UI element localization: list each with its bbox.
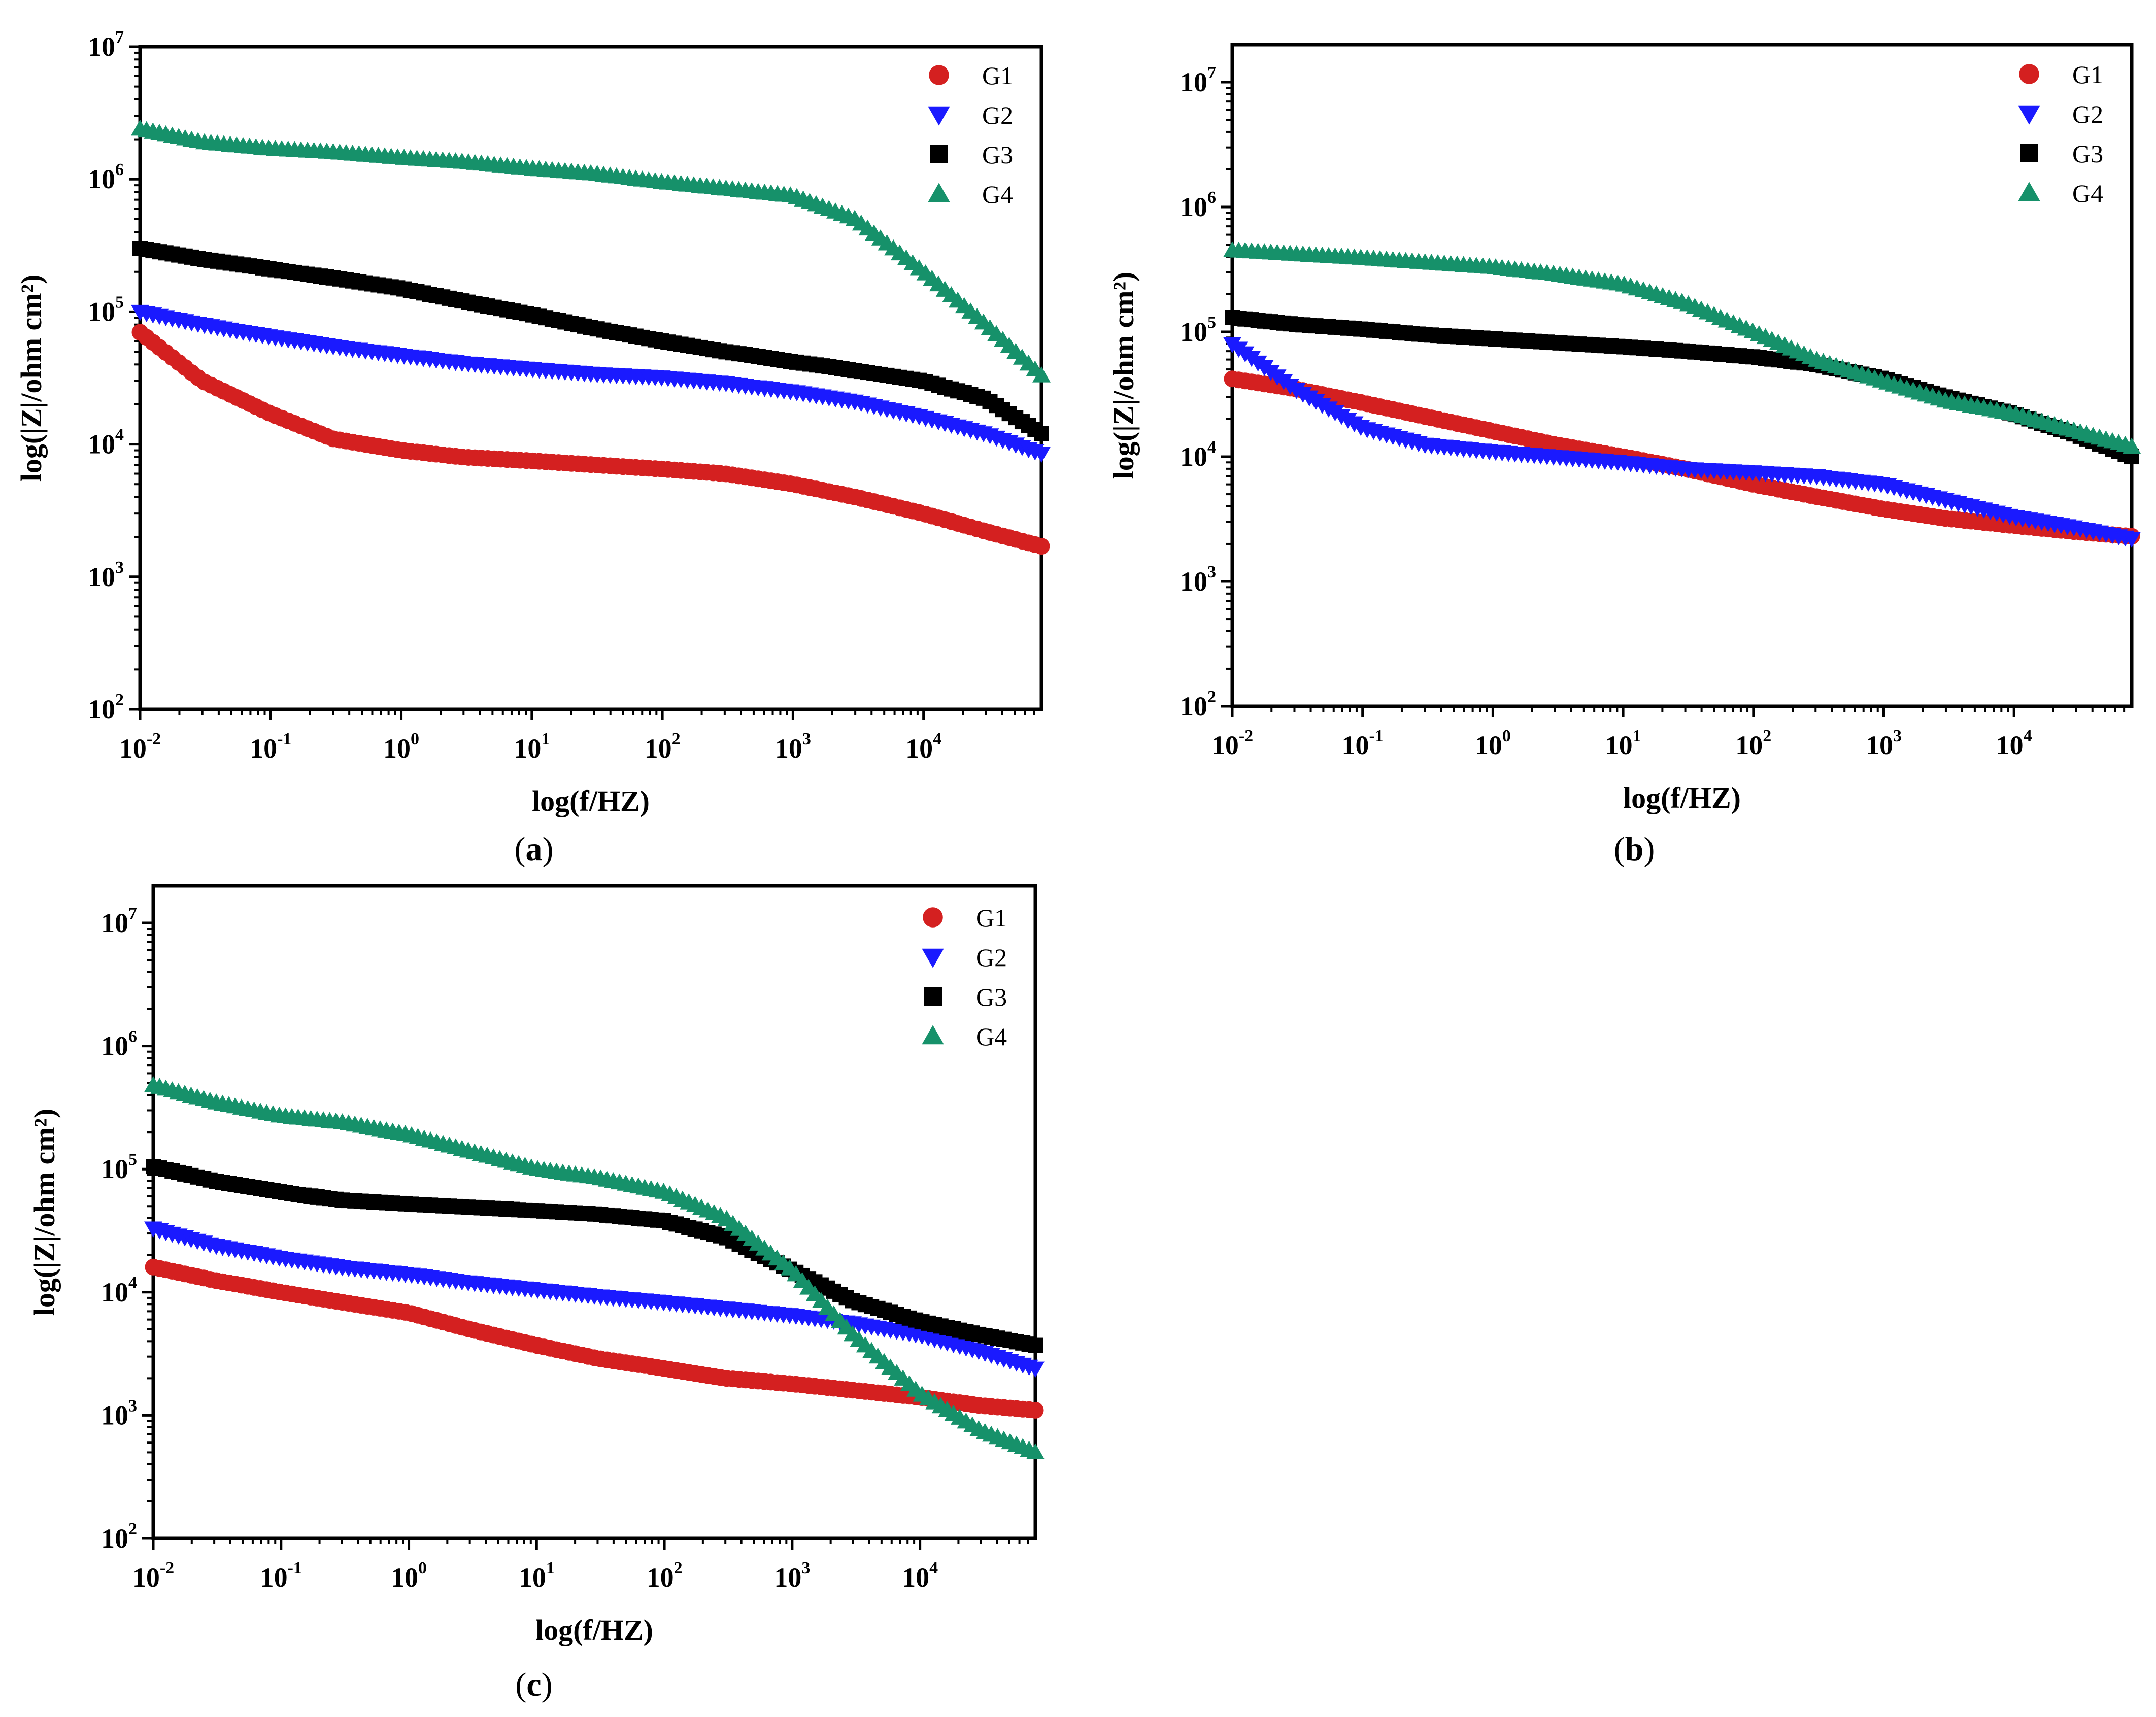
circle-marker-icon [923, 907, 943, 928]
x-tick-label: 103 [775, 730, 811, 764]
up-triangle-marker-icon [2018, 182, 2040, 201]
panel-caption: (b) [1614, 831, 1655, 868]
up-triangle-marker-icon [922, 1025, 944, 1045]
panel-c: 10-2 10-1 100 101 102 103 104 102 103 104 105 106 10… [28, 884, 1045, 1703]
down-triangle-marker-icon [922, 948, 944, 968]
y-tick-label: 102 [1180, 688, 1216, 722]
x-tick-label: 10-1 [260, 1559, 302, 1593]
x-tick-label: 104 [902, 1559, 938, 1593]
square-marker-icon [2020, 144, 2038, 162]
legend-label-G1: G1 [2072, 60, 2103, 89]
y-tick-label: 107 [101, 904, 137, 938]
y-tick-label: 102 [101, 1520, 137, 1554]
panel-caption: (a) [515, 831, 554, 868]
data-point [1026, 1361, 1045, 1378]
y-tick-label: 106 [1180, 188, 1216, 222]
series-G3 [1225, 310, 2139, 465]
legend-label-G3: G3 [982, 141, 1013, 169]
x-tick-label: 103 [1866, 727, 1902, 761]
y-tick-label: 102 [88, 691, 124, 725]
x-tick-label: 104 [905, 730, 941, 764]
series-G2 [131, 304, 1051, 463]
y-tick-label: 106 [88, 160, 124, 194]
x-axis-label: log(f/HZ) [535, 1613, 653, 1646]
x-tick-label: 100 [1475, 727, 1511, 761]
y-axis-label: log(|Z|/ohm cm²) [28, 1109, 61, 1316]
series-G3 [132, 241, 1049, 441]
circle-marker-icon [2019, 64, 2039, 84]
y-axis-label: log(|Z|/ohm cm²) [15, 274, 48, 482]
data-point [1033, 538, 1050, 555]
square-marker-icon [924, 987, 942, 1006]
y-tick-label: 104 [1180, 438, 1216, 472]
panel-b: 10-2 10-1 100 101 102 103 104 102 103 104 105 106 10… [1107, 43, 2141, 868]
legend-label-G3: G3 [976, 983, 1007, 1011]
legend-label-G1: G1 [982, 61, 1013, 90]
y-tick-label: 107 [88, 28, 124, 62]
plot-frame [1230, 43, 2134, 708]
data-point [1027, 1401, 1044, 1419]
down-triangle-marker-icon [2018, 105, 2040, 125]
series-G1 [145, 1258, 1044, 1419]
y-tick-label: 107 [1180, 63, 1216, 97]
data-point [2123, 437, 2141, 454]
series-G2 [1223, 337, 2141, 548]
series-G2 [144, 1221, 1045, 1378]
x-tick-label: 102 [645, 730, 681, 764]
x-tick-label: 103 [774, 1559, 810, 1593]
data-point [1032, 366, 1051, 383]
y-tick-label: 103 [88, 558, 124, 592]
x-tick-label: 104 [1996, 727, 2032, 761]
x-tick-label: 102 [647, 1559, 683, 1593]
series-G1 [131, 324, 1050, 555]
x-tick-label: 10-2 [132, 1559, 174, 1593]
data-point [1026, 1443, 1045, 1459]
x-axis-label: log(f/HZ) [1623, 781, 1741, 814]
y-tick-label: 105 [1180, 313, 1216, 347]
circle-marker-icon [929, 65, 949, 85]
data-point [1034, 426, 1049, 441]
x-tick-label: 100 [391, 1559, 427, 1593]
legend-label-G4: G4 [982, 180, 1013, 209]
x-tick-label: 10-1 [1342, 727, 1384, 761]
down-triangle-marker-icon [928, 106, 950, 126]
y-tick-label: 104 [101, 1274, 137, 1308]
y-tick-label: 106 [101, 1027, 137, 1061]
series-G4 [131, 119, 1051, 383]
plot-frame [151, 884, 1037, 1540]
x-tick-label: 10-2 [119, 730, 161, 764]
panel-caption: (c) [515, 1666, 552, 1703]
square-marker-icon [930, 145, 948, 163]
legend-label-G2: G2 [976, 943, 1007, 972]
legend-label-G2: G2 [2072, 100, 2103, 128]
x-tick-label: 101 [514, 730, 550, 764]
series-G4 [144, 1076, 1045, 1459]
data-point [1032, 447, 1051, 463]
x-tick-label: 102 [1735, 727, 1771, 761]
x-tick-label: 101 [1605, 727, 1641, 761]
legend-label-G1: G1 [976, 904, 1007, 932]
legend-label-G4: G4 [2072, 179, 2103, 208]
y-tick-label: 103 [101, 1396, 137, 1430]
legend-label-G4: G4 [976, 1022, 1007, 1051]
legend-label-G3: G3 [2072, 140, 2103, 168]
y-tick-label: 103 [1180, 563, 1216, 597]
data-point [2123, 532, 2141, 548]
legend-label-G2: G2 [982, 101, 1013, 129]
x-tick-label: 10-1 [250, 730, 291, 764]
series-G4 [1223, 241, 2141, 454]
x-tick-label: 100 [383, 730, 419, 764]
x-tick-label: 101 [519, 1559, 555, 1593]
panel-a: 10-2 10-1 100 101 102 103 104 102 103 104 105 106 10… [15, 28, 1051, 868]
x-tick-label: 10-2 [1211, 727, 1253, 761]
y-tick-label: 105 [88, 293, 124, 327]
y-axis-label: log(|Z|/ohm cm²) [1107, 272, 1140, 479]
data-point [1028, 1337, 1043, 1353]
up-triangle-marker-icon [928, 183, 950, 202]
y-tick-label: 105 [101, 1150, 137, 1184]
x-axis-label: log(f/HZ) [532, 784, 650, 817]
y-tick-label: 104 [88, 426, 124, 460]
